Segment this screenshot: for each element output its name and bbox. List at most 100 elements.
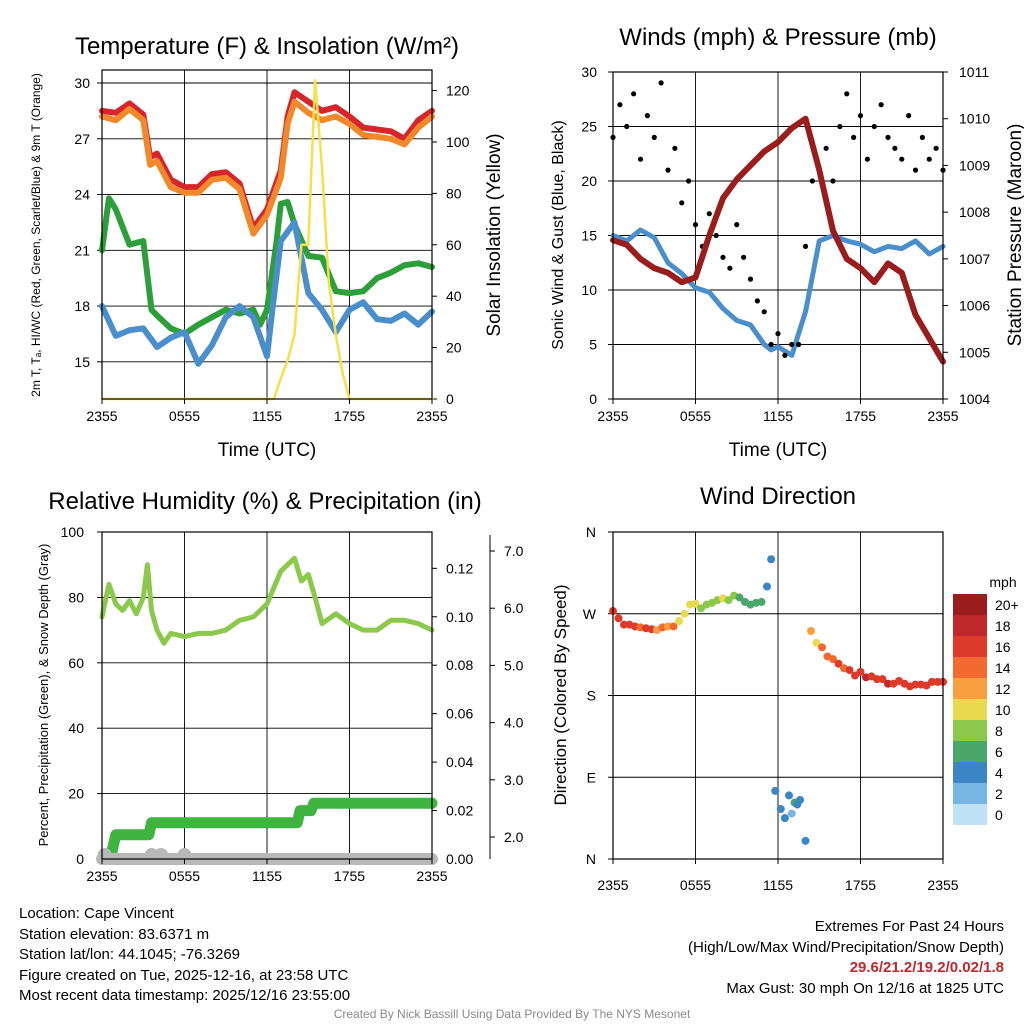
station-elevation: Station elevation: 83.6371 m	[19, 925, 210, 943]
direction-ytick-label: S	[587, 688, 596, 704]
temp-ytick-label: 18	[74, 298, 90, 314]
extremes-title: Extremes For Past 24 Hours	[814, 918, 1004, 935]
gust-point	[878, 102, 884, 108]
pressure-ytick-label: 1005	[959, 344, 990, 360]
speed-legend-label: 20+	[995, 597, 1019, 613]
station-location: Location: Cape Vincent	[19, 905, 174, 922]
humidity-xtick-label: 0555	[169, 868, 200, 884]
speed-legend-label: 0	[995, 807, 1003, 823]
direction-point	[812, 638, 821, 647]
snow-ytick-label: 6.0	[504, 600, 524, 616]
direction-point	[680, 609, 689, 618]
pressure-ytick-label: 1008	[959, 204, 990, 220]
direction-point	[620, 620, 628, 629]
direction-point	[856, 667, 865, 676]
credit-line: Created By Nick Bassill Using Data Provi…	[333, 1007, 691, 1021]
temp-ytick-label: 15	[74, 354, 90, 370]
gust-point	[624, 123, 630, 130]
speed-legend-label: 4	[995, 765, 1003, 781]
speed-legend-label: 16	[995, 639, 1011, 655]
winds-ytick-label: 5	[589, 337, 597, 353]
max-gust: Max Gust: 30 mph On 12/16 at 1825 UTC	[726, 979, 1004, 997]
temp-xtick-label: 1155	[252, 408, 282, 424]
gust-point	[885, 134, 891, 140]
direction-xtick-label: 1155	[763, 877, 793, 893]
gust-point	[727, 265, 733, 271]
speed-legend-swatch	[953, 699, 987, 720]
humidity-ytick-label: 100	[61, 524, 85, 540]
temp-ylabel: 2m T, Tₐ, HI/WC (Red, Green, Scarlet/Blu…	[29, 73, 43, 397]
humidity-ytick-label: 60	[68, 655, 84, 671]
gust-point	[789, 341, 795, 348]
speed-legend-label: 6	[995, 744, 1003, 760]
temp-chart-title: Temperature (F) & Insolation (W/m²)	[75, 33, 459, 60]
speed-legend-label: 18	[995, 618, 1011, 634]
winds-ylabel: Sonic Wind & Gust (Blue, Black)	[550, 120, 567, 349]
direction-xtick-label: 1755	[845, 877, 876, 893]
gust-point	[823, 145, 829, 151]
snow-depth-bump	[154, 848, 169, 862]
winds-xtick-label: 0555	[680, 408, 711, 424]
humidity-ytick-label: 20	[68, 786, 84, 802]
gust-point	[809, 178, 815, 184]
gust-point	[617, 102, 623, 108]
gust-point	[933, 145, 939, 151]
snow-depth-bump	[97, 848, 112, 862]
gust-point	[926, 156, 932, 162]
speed-legend-swatch	[953, 804, 987, 825]
speed-legend-swatch	[953, 762, 987, 783]
gust-point	[830, 178, 836, 184]
precip-ytick-label: 0.08	[446, 657, 473, 673]
gust-point	[644, 113, 650, 119]
temp-ytick-label: 21	[74, 242, 90, 258]
direction-point	[884, 679, 892, 688]
solar-ytick-label: 0	[446, 391, 454, 407]
speed-legend-swatch	[953, 594, 987, 615]
direction-point	[807, 627, 815, 636]
temp-ytick-label: 27	[74, 131, 90, 147]
direction-ytick-label: E	[587, 769, 596, 785]
humidity-xtick-label: 1155	[252, 868, 282, 884]
gust-point	[672, 145, 678, 151]
gust-point	[651, 134, 657, 140]
speed-legend-label: 2	[995, 786, 1003, 802]
gust-point	[747, 276, 754, 282]
winds-xtick-label: 1155	[763, 408, 793, 424]
direction-point	[796, 795, 804, 804]
winds-ytick-label: 15	[581, 228, 597, 244]
speed-legend-swatch	[953, 720, 987, 741]
direction-point	[873, 675, 881, 684]
gust-point	[761, 309, 767, 315]
winds-xlabel: Time (UTC)	[729, 440, 828, 461]
extremes-subtitle: (High/Low/Max Wind/Precipitation/Snow De…	[688, 938, 1004, 956]
winds-ytick-label: 10	[581, 282, 597, 298]
gust-point	[706, 211, 712, 217]
gust-point	[871, 123, 877, 130]
pressure-ytick-label: 1009	[959, 157, 990, 173]
gust-point	[692, 222, 699, 228]
direction-point	[787, 809, 796, 818]
speed-legend-label: 10	[995, 702, 1011, 718]
gust-point	[892, 145, 898, 151]
speed-legend-swatch	[953, 678, 987, 699]
temp-xlabel: Time (UTC)	[218, 440, 317, 461]
speed-legend-swatch	[953, 741, 987, 762]
solar-ytick-label: 120	[446, 83, 470, 99]
humidity-ytick-label: 0	[76, 851, 84, 867]
humidity-ytick-label: 40	[68, 720, 84, 736]
gust-point	[631, 91, 637, 97]
gust-point	[912, 167, 919, 173]
direction-point	[834, 659, 843, 668]
gust-point	[899, 156, 905, 162]
gust-point	[844, 91, 850, 97]
snow-ytick-label: 5.0	[504, 657, 524, 673]
direction-point	[735, 593, 744, 602]
gust-point	[906, 113, 912, 119]
winds-xtick-label: 2355	[927, 408, 958, 424]
solar-ytick-label: 100	[446, 134, 470, 150]
snow-ytick-label: 3.0	[504, 772, 524, 788]
direction-point	[767, 555, 776, 564]
direction-xtick-label: 2355	[927, 877, 958, 893]
direction-point	[845, 666, 854, 675]
